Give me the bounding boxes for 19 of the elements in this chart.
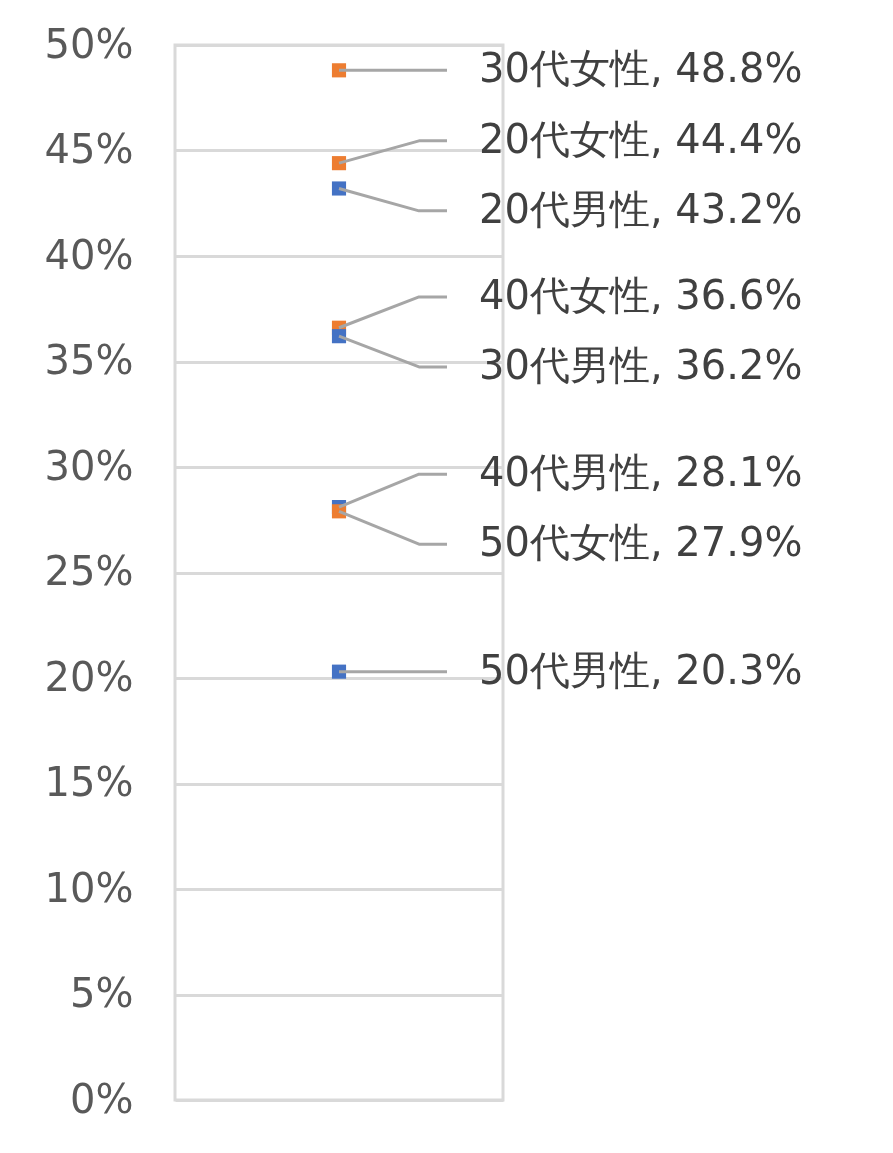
y-tick-label: 0%	[70, 1075, 134, 1122]
data-label: 40代女性, 36.6%	[479, 271, 803, 318]
data-label: 20代男性, 43.2%	[479, 185, 803, 232]
data-label: 50代男性, 20.3%	[479, 646, 803, 693]
data-label: 30代女性, 48.8%	[479, 45, 803, 92]
y-tick-label: 5%	[70, 970, 134, 1016]
y-tick-label: 30%	[44, 442, 134, 489]
y-tick-label: 40%	[44, 231, 134, 278]
y-tick-label: 50%	[44, 20, 134, 67]
data-label: 20代女性, 44.4%	[479, 115, 803, 162]
y-tick-label: 20%	[44, 653, 134, 700]
y-tick-label: 15%	[44, 759, 134, 805]
y-tick-label: 10%	[44, 864, 134, 911]
data-label: 40代男性, 28.1%	[479, 449, 803, 496]
y-tick-label: 45%	[44, 126, 134, 172]
y-tick-label: 35%	[44, 337, 134, 383]
data-label: 30代男性, 36.2%	[479, 341, 803, 388]
data-label: 50代女性, 27.9%	[479, 519, 803, 566]
y-tick-label: 25%	[44, 548, 134, 594]
